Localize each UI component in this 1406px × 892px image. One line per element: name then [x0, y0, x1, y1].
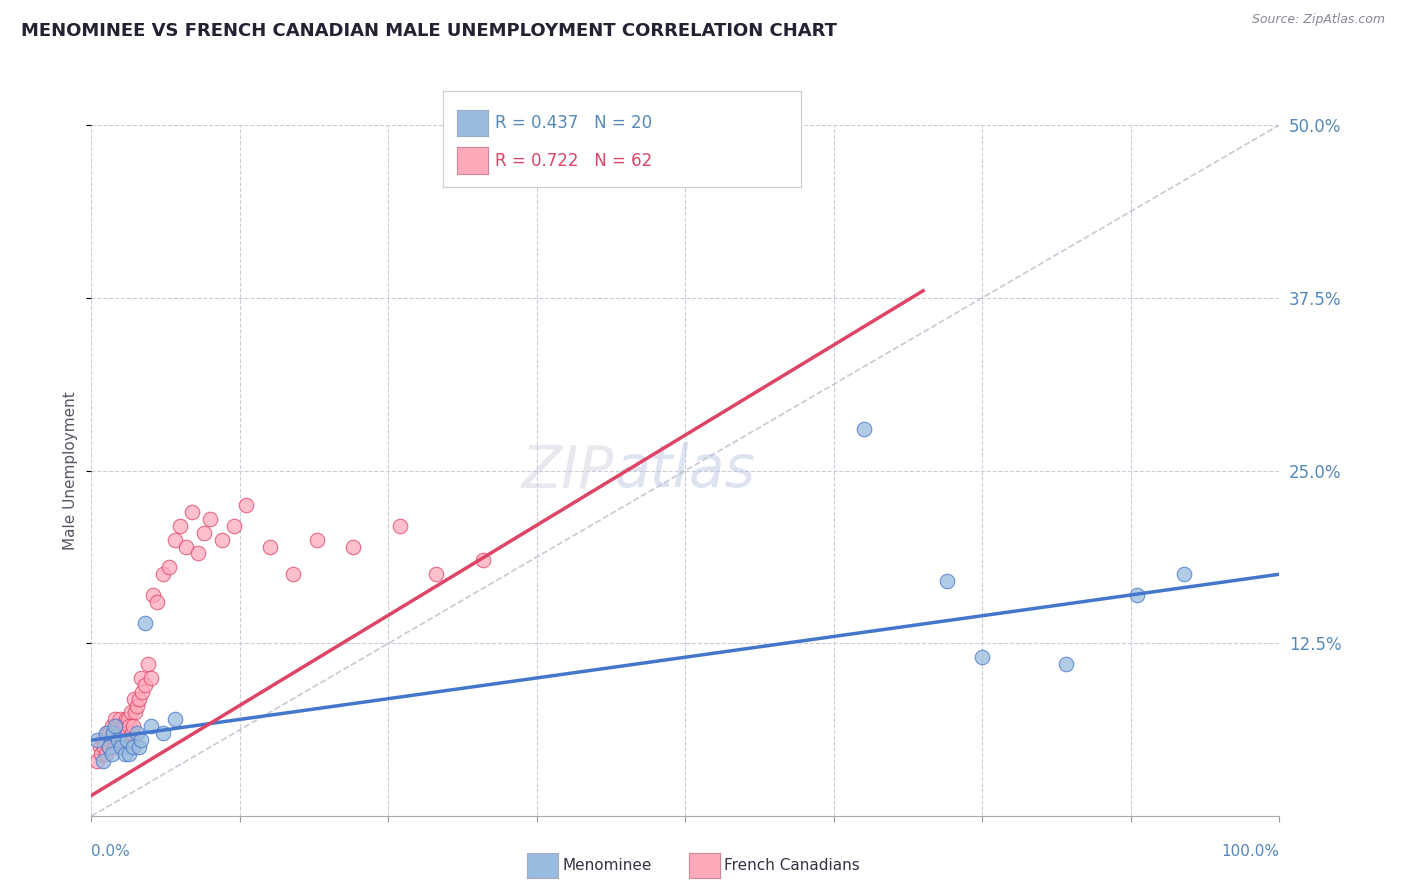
Text: MENOMINEE VS FRENCH CANADIAN MALE UNEMPLOYMENT CORRELATION CHART: MENOMINEE VS FRENCH CANADIAN MALE UNEMPL… [21, 22, 837, 40]
Point [134, 678, 156, 692]
Point [105, 726, 128, 740]
Point [131, 685, 153, 699]
Point [114, 719, 136, 733]
Point [128, 740, 150, 755]
Point [107, 726, 129, 740]
Point [112, 733, 135, 747]
Point [101, 726, 124, 740]
Point [181, 505, 204, 519]
Point [115, 712, 138, 726]
Point [193, 525, 215, 540]
Point [115, 726, 138, 740]
Point [115, 733, 138, 747]
Point [90, 747, 112, 761]
Point [86, 754, 108, 768]
Point [104, 740, 127, 755]
Point [389, 519, 412, 533]
Text: R = 0.722   N = 62: R = 0.722 N = 62 [495, 152, 652, 169]
Point [108, 712, 131, 726]
Point [235, 498, 257, 512]
Point [139, 719, 162, 733]
Point [122, 691, 145, 706]
Point [342, 540, 364, 554]
Point [222, 519, 245, 533]
Text: 0.0%: 0.0% [91, 845, 131, 859]
Point [139, 671, 162, 685]
Point [129, 671, 152, 685]
Point [152, 726, 174, 740]
Y-axis label: Male Unemployment: Male Unemployment [63, 392, 79, 549]
Point [104, 719, 127, 733]
Point [91, 754, 114, 768]
Point [472, 553, 495, 567]
Point [125, 698, 148, 713]
Point [121, 726, 143, 740]
Point [110, 740, 132, 755]
Point [259, 540, 281, 554]
Point [96, 726, 118, 740]
Point [157, 560, 180, 574]
Point [93, 740, 115, 755]
Point [134, 615, 156, 630]
Point [118, 719, 141, 733]
Point [98, 740, 121, 755]
Point [852, 422, 875, 436]
Point [98, 726, 121, 740]
Point [142, 588, 165, 602]
Point [100, 747, 122, 761]
Point [124, 706, 146, 720]
Point [117, 712, 139, 726]
Point [145, 595, 167, 609]
Point [98, 740, 121, 755]
Point [911, 97, 934, 112]
Text: Menominee: Menominee [562, 858, 652, 872]
Point [107, 733, 129, 747]
Point [972, 650, 994, 665]
Point [103, 733, 125, 747]
Point [163, 712, 186, 726]
Point [169, 519, 191, 533]
Point [176, 540, 198, 554]
Point [125, 726, 148, 740]
Point [211, 533, 233, 547]
Point [935, 574, 957, 589]
Point [107, 719, 129, 733]
Text: atlas: atlas [614, 442, 755, 499]
Text: ZIP: ZIP [522, 442, 614, 499]
Point [122, 719, 145, 733]
Point [100, 719, 122, 733]
Point [1173, 567, 1195, 582]
Point [91, 733, 114, 747]
Point [152, 567, 174, 582]
Point [200, 512, 222, 526]
Point [111, 719, 134, 733]
Point [1126, 588, 1149, 602]
Point [163, 533, 186, 547]
Point [187, 546, 209, 561]
Text: R = 0.437   N = 20: R = 0.437 N = 20 [495, 114, 652, 132]
Point [114, 747, 136, 761]
Text: 100.0%: 100.0% [1222, 845, 1279, 859]
Point [107, 733, 129, 747]
Point [94, 747, 117, 761]
Point [110, 726, 132, 740]
Point [89, 740, 111, 755]
Point [128, 691, 150, 706]
Text: Source: ZipAtlas.com: Source: ZipAtlas.com [1251, 13, 1385, 27]
Point [104, 712, 127, 726]
Point [120, 706, 142, 720]
Point [122, 740, 145, 755]
Point [425, 567, 447, 582]
Point [94, 726, 117, 740]
Point [307, 533, 329, 547]
Point [86, 733, 108, 747]
Point [101, 726, 124, 740]
Point [138, 657, 160, 672]
Point [118, 747, 141, 761]
Point [283, 567, 305, 582]
Text: French Canadians: French Canadians [724, 858, 860, 872]
Point [1054, 657, 1077, 672]
Point [129, 733, 152, 747]
Point [100, 733, 122, 747]
